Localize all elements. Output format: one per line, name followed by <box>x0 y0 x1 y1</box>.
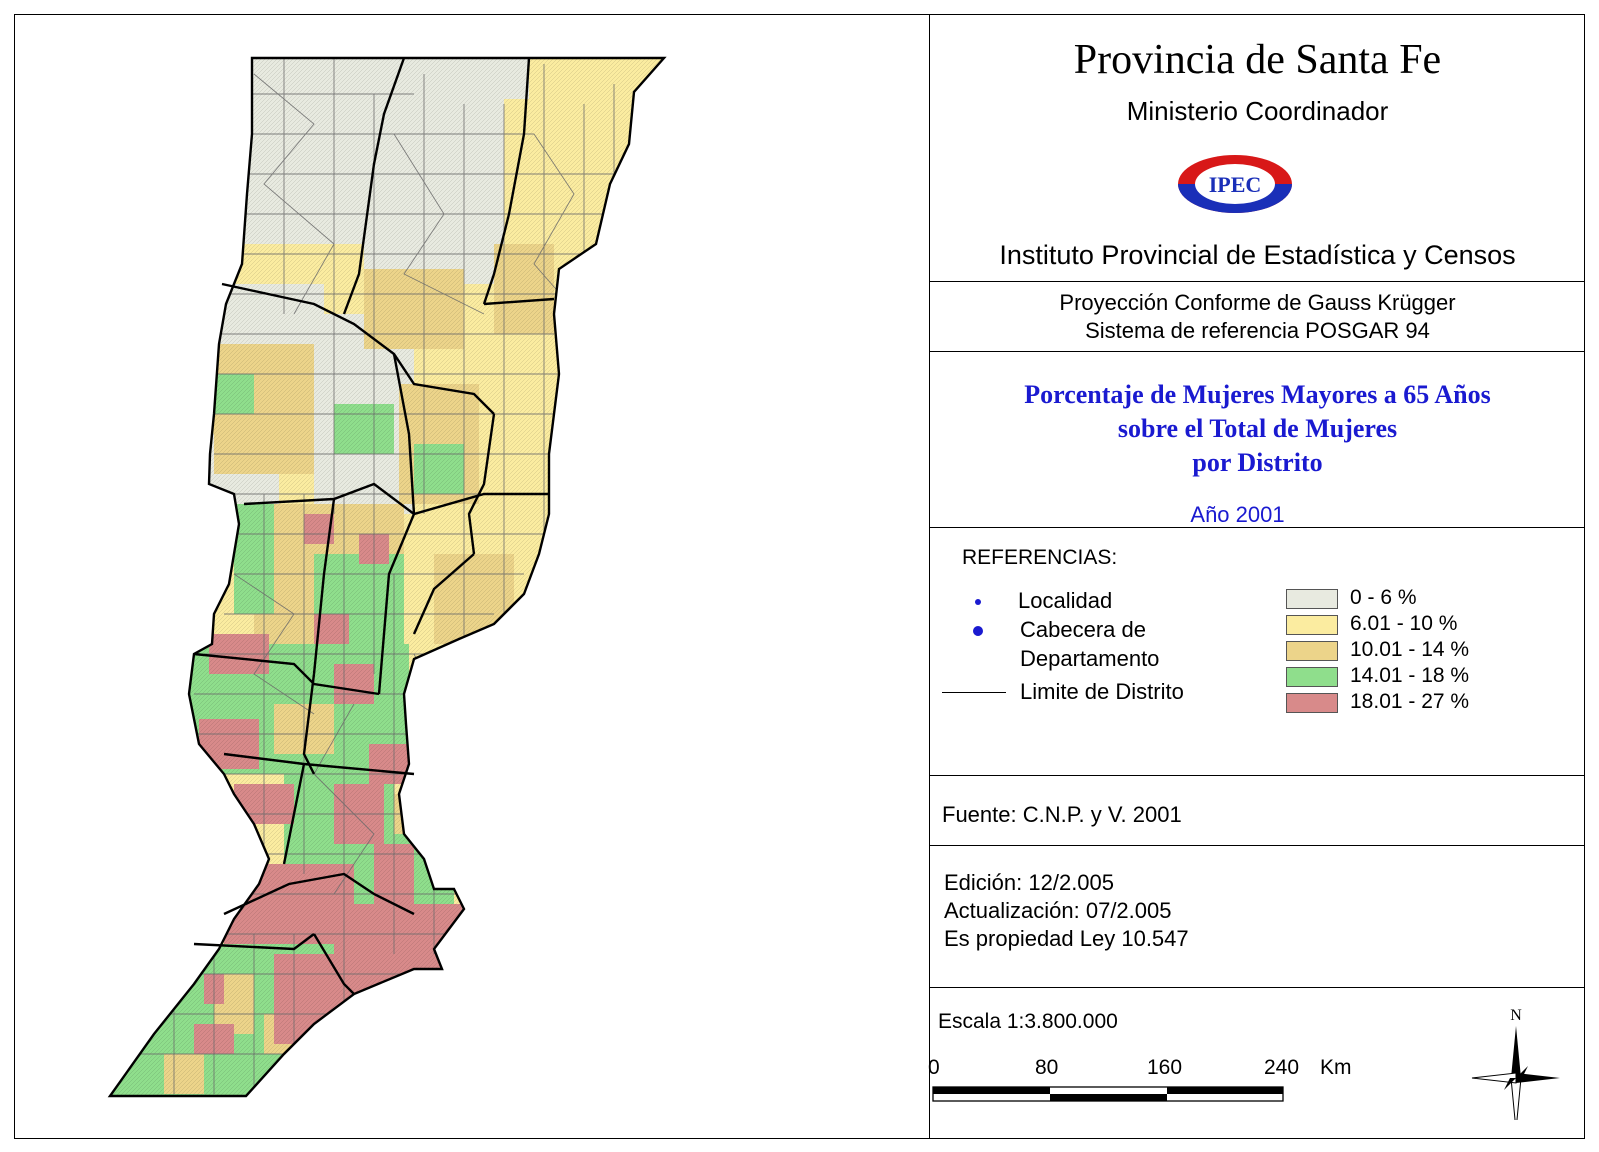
edition-section: Edición: 12/2.005 Actualización: 07/2.00… <box>930 846 1585 988</box>
projection-section: Proyección Conforme de Gauss Krügger Sis… <box>930 282 1585 352</box>
scale-tick-0: 0 <box>928 1056 940 1079</box>
legend-heading: REFERENCIAS: <box>962 546 1118 569</box>
scale-tick-1: 80 <box>1035 1056 1059 1079</box>
legend-swatch-0 <box>1286 589 1338 609</box>
institute-name: Instituto Provincial de Estadística y Ce… <box>999 240 1516 270</box>
map-area <box>14 14 929 1139</box>
legend-localidad: Localidad <box>1018 588 1113 613</box>
theme-year: Año 2001 <box>1190 502 1285 527</box>
department-boundaries <box>107 56 667 1098</box>
info-panel: Provincia de Santa Fe Ministerio Coordin… <box>928 14 1585 1139</box>
scale-unit: Km <box>1320 1056 1352 1079</box>
ipec-logo: IPEC <box>1178 155 1292 213</box>
edition-line3: Es propiedad Ley 10.547 <box>944 926 1189 951</box>
projection-line2: Sistema de referencia POSGAR 94 <box>1085 318 1430 343</box>
map-title: Provincia de Santa Fe <box>1073 37 1442 83</box>
north-arrow-icon: N <box>1471 1008 1560 1120</box>
legend-section: REFERENCIAS: Localidad Cabecera de Depar… <box>930 528 1585 776</box>
district-fill-layer <box>110 58 664 1096</box>
header-section: Provincia de Santa Fe Ministerio Coordin… <box>930 14 1585 282</box>
legend-cabecera-2: Departamento <box>1020 646 1160 671</box>
scale-tick-3: 240 <box>1264 1056 1300 1079</box>
scale-label: Escala 1:3.800.000 <box>938 1010 1118 1033</box>
scale-section: Escala 1:3.800.000 0 80 160 240 Km N <box>928 988 1585 1139</box>
limite-line-icon <box>942 692 1006 693</box>
province-map <box>107 56 667 1098</box>
legend-class-label-2: 10.01 - 14 % <box>1350 638 1470 661</box>
legend-swatch-2 <box>1286 641 1338 661</box>
source-text: Fuente: C.N.P. y V. 2001 <box>942 802 1182 827</box>
legend-swatch-4 <box>1286 693 1338 713</box>
projection-line1: Proyección Conforme de Gauss Krügger <box>1059 290 1456 315</box>
theme-line2: sobre el Total de Mujeres <box>1117 414 1398 443</box>
ministry-subtitle: Ministerio Coordinador <box>1126 96 1389 126</box>
legend-class-label-0: 0 - 6 % <box>1350 586 1417 609</box>
theme-line3: por Distrito <box>1192 448 1323 477</box>
cabecera-symbol-icon <box>973 626 983 636</box>
source-section: Fuente: C.N.P. y V. 2001 <box>930 776 1585 846</box>
theme-section: Porcentaje de Mujeres Mayores a 65 Años … <box>930 352 1585 528</box>
legend-class-label-3: 14.01 - 18 % <box>1350 664 1470 687</box>
legend-class-label-4: 18.01 - 27 % <box>1350 690 1470 713</box>
localidad-symbol-icon <box>975 599 981 605</box>
legend-swatch-3 <box>1286 667 1338 687</box>
scale-bar <box>932 1086 1284 1102</box>
logo-text: IPEC <box>1209 172 1262 197</box>
map-frame <box>14 14 1585 1139</box>
theme-line1: Porcentaje de Mujeres Mayores a 65 Años <box>1024 380 1491 409</box>
legend-swatch-1 <box>1286 615 1338 635</box>
legend-limite: Limite de Distrito <box>1020 679 1184 704</box>
legend-cabecera-1: Cabecera de <box>1020 617 1146 642</box>
legend-class-label-1: 6.01 - 10 % <box>1350 612 1458 635</box>
scale-tick-2: 160 <box>1147 1056 1183 1079</box>
north-label: N <box>1510 1008 1522 1024</box>
edition-line2: Actualización: 07/2.005 <box>944 898 1172 923</box>
edition-line1: Edición: 12/2.005 <box>944 870 1115 895</box>
